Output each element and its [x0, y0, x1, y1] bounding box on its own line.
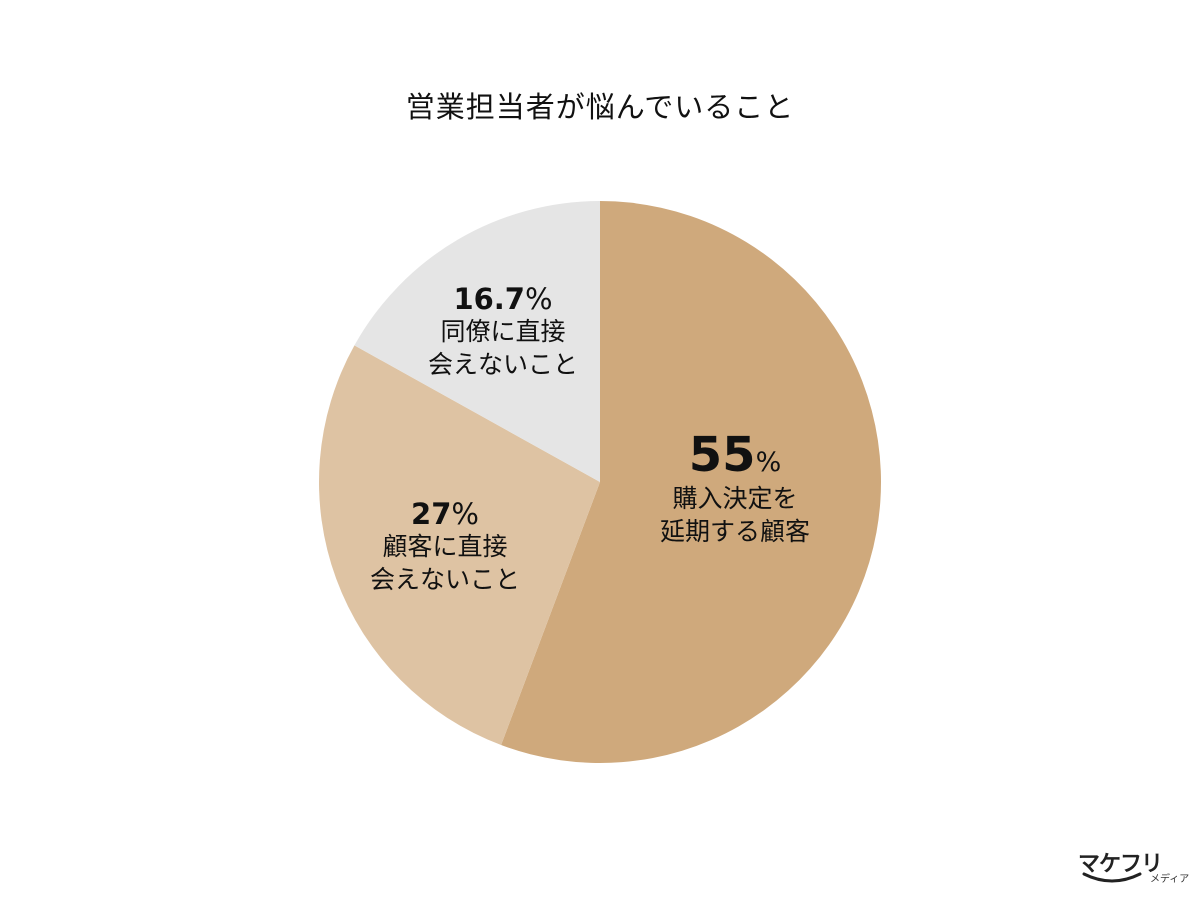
slice-percent: 55%: [688, 427, 782, 483]
slice-label-meet-colleagues: 16.7% 同僚に直接 会えないこと: [388, 282, 618, 381]
slice-label-meet-customers: 27% 顧客に直接 会えないこと: [330, 497, 560, 596]
slice-percent: 16.7%: [453, 282, 553, 316]
smile-icon: [1082, 872, 1142, 883]
slice-caption: 同僚に直接 会えないこと: [427, 317, 578, 379]
pie-slice-meet-colleagues: [354, 201, 600, 482]
slice-caption: 顧客に直接 会えないこと: [369, 532, 520, 594]
brand-logo: マケフリ メディア: [1078, 846, 1190, 888]
logo-main-text: マケフリ: [1078, 852, 1163, 877]
chart-title: 営業担当者が悩んでいること: [405, 90, 795, 124]
pie-slice-meet-customers: [318, 345, 600, 746]
logo-sub-text: メディア: [1150, 874, 1190, 885]
slice-percent: 27%: [411, 497, 479, 531]
slice-caption: 購入決定を 延期する顧客: [659, 484, 810, 546]
pie-slice-delay-purchase: [501, 200, 882, 763]
slice-label-delay-purchase: 55% 購入決定を 延期する顧客: [620, 427, 850, 548]
